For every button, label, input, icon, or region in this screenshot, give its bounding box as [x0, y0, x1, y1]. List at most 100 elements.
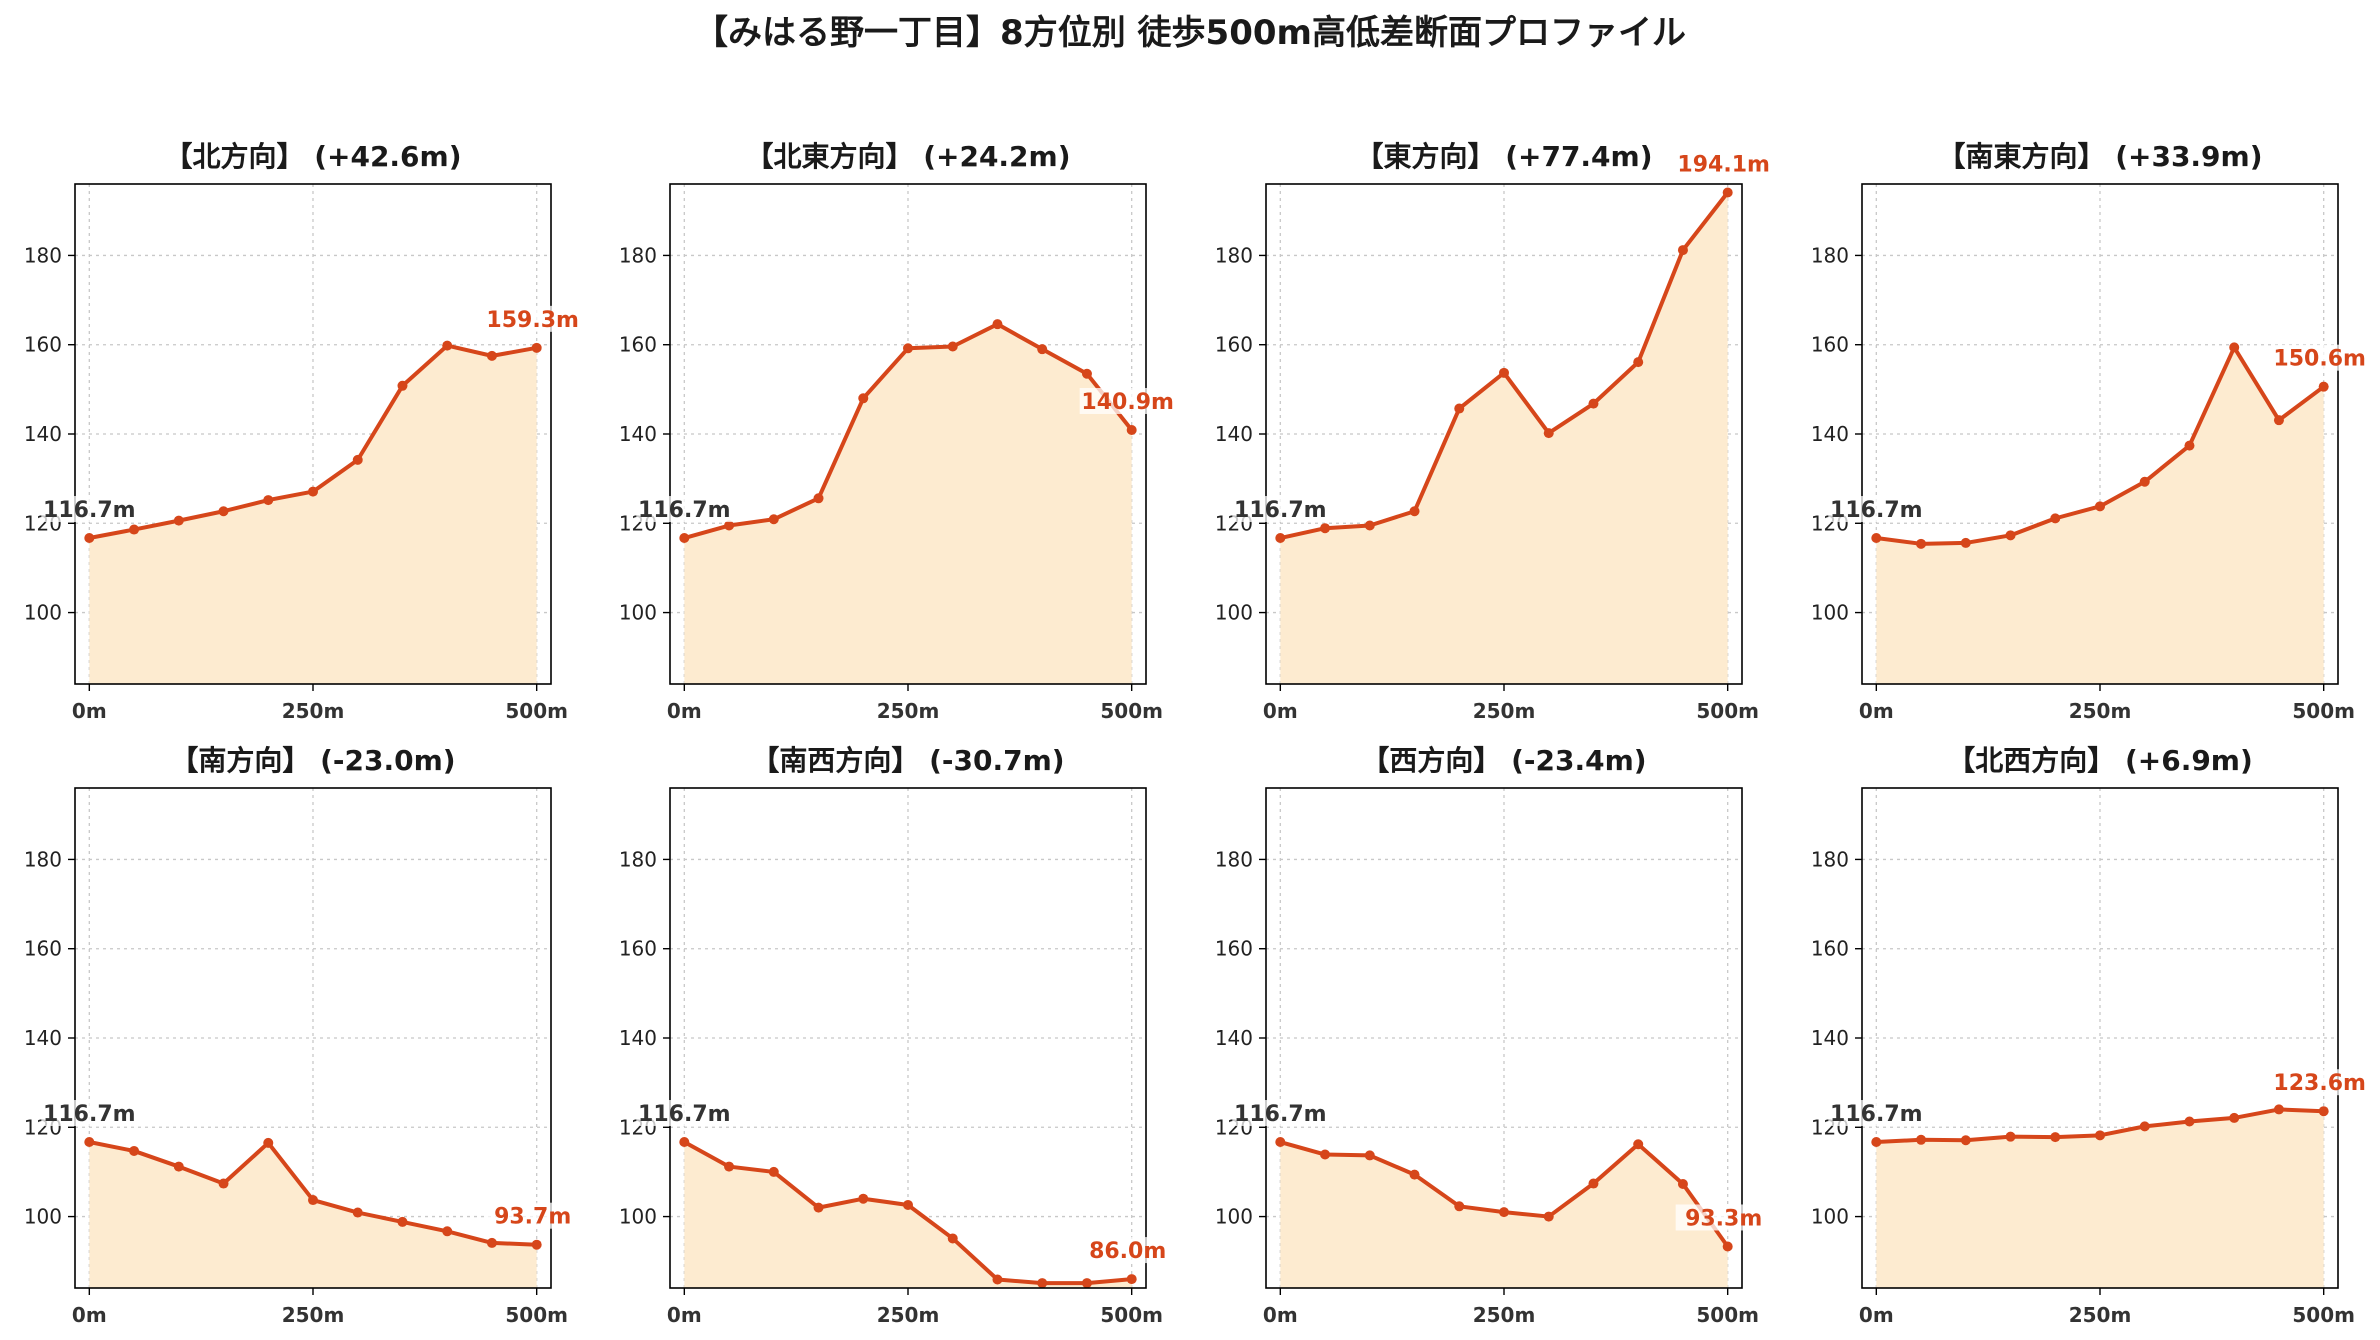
y-tick-label: 180	[1215, 847, 1253, 871]
start-elevation-label: 116.7m	[1234, 1102, 1327, 1127]
y-tick-label: 140	[1215, 1026, 1253, 1050]
elevation-point	[2273, 415, 2284, 426]
elevation-point	[1588, 1178, 1599, 1189]
end-label-bg	[1079, 387, 1176, 414]
y-tick-label: 160	[619, 333, 657, 357]
elevation-point	[531, 1239, 542, 1250]
end-label-bg	[1675, 1204, 1772, 1231]
x-tick-label: 500m	[1696, 699, 1759, 723]
end-label-bg	[2271, 1069, 2368, 1096]
elevation-point	[442, 1226, 453, 1237]
elevation-point	[1916, 1134, 1927, 1145]
y-tick-label: 160	[1215, 333, 1253, 357]
start-elevation-label: 116.7m	[1234, 498, 1327, 523]
end-elevation-label: 140.9m	[1081, 390, 1174, 415]
elevation-point	[2095, 501, 2105, 512]
elevation-point	[1409, 506, 1420, 517]
elevation-point	[1871, 533, 1882, 544]
elevation-point	[2050, 513, 2061, 524]
elevation-point	[1126, 1274, 1137, 1285]
x-tick-label: 250m	[282, 1303, 345, 1327]
end-elevation-label: 159.3m	[486, 308, 579, 333]
elevation-point	[352, 1207, 363, 1218]
x-tick-label: 500m	[2292, 1303, 2355, 1327]
elevation-point	[1960, 1135, 1971, 1146]
y-tick-label: 100	[1215, 1205, 1253, 1229]
figure-title: 【みはる野一丁目】8方位別 徒歩500m高低差断面プロファイル	[694, 13, 1686, 53]
elevation-point	[1871, 1137, 1882, 1148]
x-tick-label: 250m	[1473, 699, 1536, 723]
elevation-point	[768, 1166, 779, 1177]
elevation-point	[2229, 1112, 2240, 1123]
elevation-point	[2318, 381, 2329, 392]
y-tick-label: 180	[1811, 847, 1849, 871]
x-tick-label: 500m	[505, 1303, 568, 1327]
panel-title: 【西方向】 (-23.4m)	[1361, 744, 1646, 777]
y-tick-label: 160	[1811, 333, 1849, 357]
x-tick-label: 500m	[1100, 699, 1163, 723]
panel-title: 【南方向】 (-23.0m)	[170, 744, 455, 777]
elevation-point	[1275, 1137, 1286, 1148]
elevation-point	[173, 515, 184, 526]
x-tick-label: 0m	[1263, 1303, 1298, 1327]
x-tick-label: 500m	[1100, 1303, 1163, 1327]
elevation-point	[1543, 428, 1554, 439]
elevation-point	[218, 506, 229, 517]
y-tick-label: 140	[619, 422, 657, 446]
y-tick-label: 160	[24, 333, 62, 357]
elevation-point	[858, 1193, 869, 1204]
elevation-point	[2050, 1132, 2061, 1143]
elevation-point	[531, 342, 542, 353]
y-tick-label: 100	[1215, 601, 1253, 625]
elevation-point	[84, 533, 95, 544]
elevation-point	[308, 1195, 318, 1206]
panel-title: 【南西方向】 (-30.7m)	[751, 744, 1064, 777]
end-elevation-label: 93.3m	[1685, 1206, 1762, 1231]
elevation-point	[1677, 1178, 1688, 1189]
elevation-point	[1081, 1278, 1092, 1289]
elevation-point	[2139, 1121, 2150, 1132]
elevation-point	[1499, 1207, 1509, 1218]
end-label-bg	[484, 1202, 581, 1229]
elevation-point	[1320, 523, 1331, 534]
y-tick-label: 140	[1215, 422, 1253, 446]
x-tick-label: 0m	[1859, 699, 1894, 723]
start-label-bg	[1232, 1100, 1329, 1127]
elevation-point	[2005, 530, 2016, 541]
elevation-point	[1677, 245, 1688, 256]
x-tick-label: 0m	[72, 699, 107, 723]
y-tick-label: 180	[1215, 243, 1253, 267]
elevation-point	[679, 533, 690, 544]
elevation-point	[84, 1137, 95, 1148]
x-tick-label: 0m	[1263, 699, 1298, 723]
panel-title: 【北東方向】 (+24.2m)	[745, 140, 1070, 173]
elevation-area	[1876, 347, 2324, 684]
start-label-bg	[41, 1100, 138, 1127]
elevation-point	[947, 1233, 958, 1244]
start-elevation-label: 116.7m	[1830, 498, 1923, 523]
elevation-point	[129, 524, 140, 535]
elevation-point	[947, 341, 958, 352]
elevation-point	[1126, 424, 1137, 435]
elevation-point	[992, 1274, 1003, 1285]
elevation-area	[1876, 1109, 2324, 1288]
elevation-point	[352, 454, 363, 465]
elevation-point	[1543, 1211, 1554, 1222]
y-tick-label: 180	[1811, 243, 1849, 267]
end-elevation-label: 86.0m	[1089, 1239, 1166, 1264]
elevation-point	[1454, 1201, 1465, 1212]
end-elevation-label: 194.1m	[1677, 152, 1770, 177]
end-elevation-label: 93.7m	[494, 1205, 571, 1230]
elevation-area	[684, 1142, 1132, 1288]
elevation-point	[129, 1145, 140, 1156]
elevation-point	[263, 495, 274, 506]
elevation-point	[992, 319, 1003, 330]
elevation-area	[89, 345, 537, 684]
elevation-point	[1320, 1149, 1331, 1160]
